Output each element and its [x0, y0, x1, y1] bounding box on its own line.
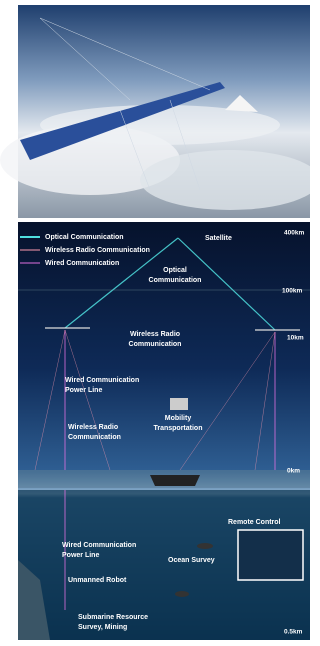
altitude-label: 100km [282, 288, 302, 295]
diagram-label: Wireless Radio [68, 424, 118, 431]
diagram-label: Survey, Mining [78, 624, 127, 631]
diagram-label: Wired Communication [62, 542, 136, 549]
diagram-label: Communication [149, 277, 202, 284]
diagram-label: Power Line [62, 552, 99, 559]
diagram-label: Transportation [153, 425, 202, 432]
aircraft-photo [0, 5, 310, 218]
altitude-label: 10km [287, 335, 304, 342]
diagram-label: Optical [163, 267, 187, 274]
diagram-label: Wired Communication [65, 377, 139, 384]
legend-label: Wireless Radio Communication [45, 247, 150, 254]
diagram-label: Communication [129, 341, 182, 348]
diagram-label: Mobility [165, 415, 192, 422]
legend-label: Wired Communication [45, 260, 119, 267]
page: Optical Communication Wireless Radio Com… [0, 0, 310, 646]
diagram-label: Wireless Radio [130, 331, 180, 338]
diagram-label: Remote Control [228, 519, 281, 526]
diagram-label: Satellite [205, 235, 232, 242]
diagram-label: Power Line [65, 387, 102, 394]
diagram-label: Communication [68, 434, 121, 441]
diagram-label: Ocean Survey [168, 557, 215, 564]
diagram-label: Submarine Resource [78, 614, 148, 621]
altitude-label: 0.5km [284, 629, 303, 636]
diagram-label: Unmanned Robot [68, 577, 127, 584]
legend-label: Optical Communication [45, 234, 124, 241]
altitude-label: 0km [287, 468, 300, 475]
altitude-label: 400km [284, 230, 304, 237]
